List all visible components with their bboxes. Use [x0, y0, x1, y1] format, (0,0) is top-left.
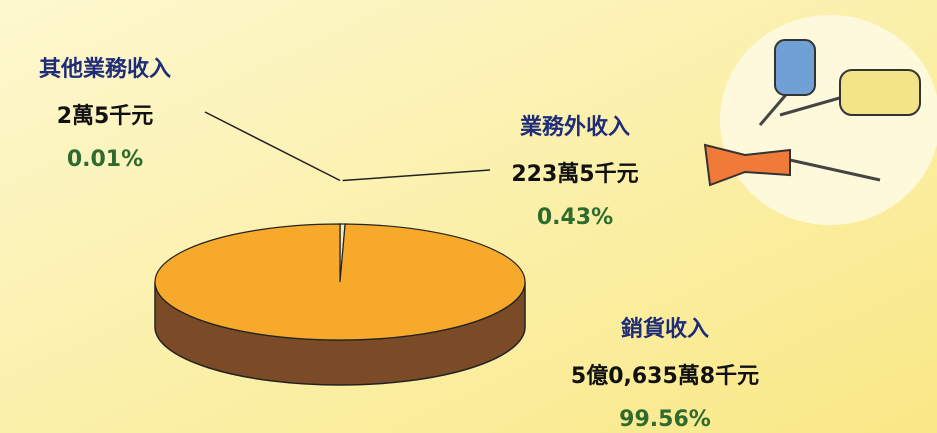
amount-label: 223萬5千元 [511, 162, 638, 187]
labels: 其他業務收入 2萬5千元 0.01% 業務外收入 223萬5千元 0.43% 銷貨收入 5億0… [39, 56, 759, 432]
amount-label: 2萬5千元 [57, 104, 154, 129]
leader-line [342, 169, 491, 182]
pie [154, 223, 526, 386]
category-label: 其他業務收入 [39, 56, 171, 82]
pushpins [703, 15, 937, 225]
pie-slice [154, 223, 526, 341]
percent-label: 99.56% [619, 407, 711, 432]
percent-label: 0.43% [537, 205, 613, 230]
amount-label: 5億0,635萬8千元 [571, 363, 759, 389]
category-label: 業務外收入 [520, 114, 630, 140]
leader-line [204, 111, 341, 182]
percent-label: 0.01% [67, 147, 143, 172]
category-label: 銷貨收入 [621, 316, 709, 342]
